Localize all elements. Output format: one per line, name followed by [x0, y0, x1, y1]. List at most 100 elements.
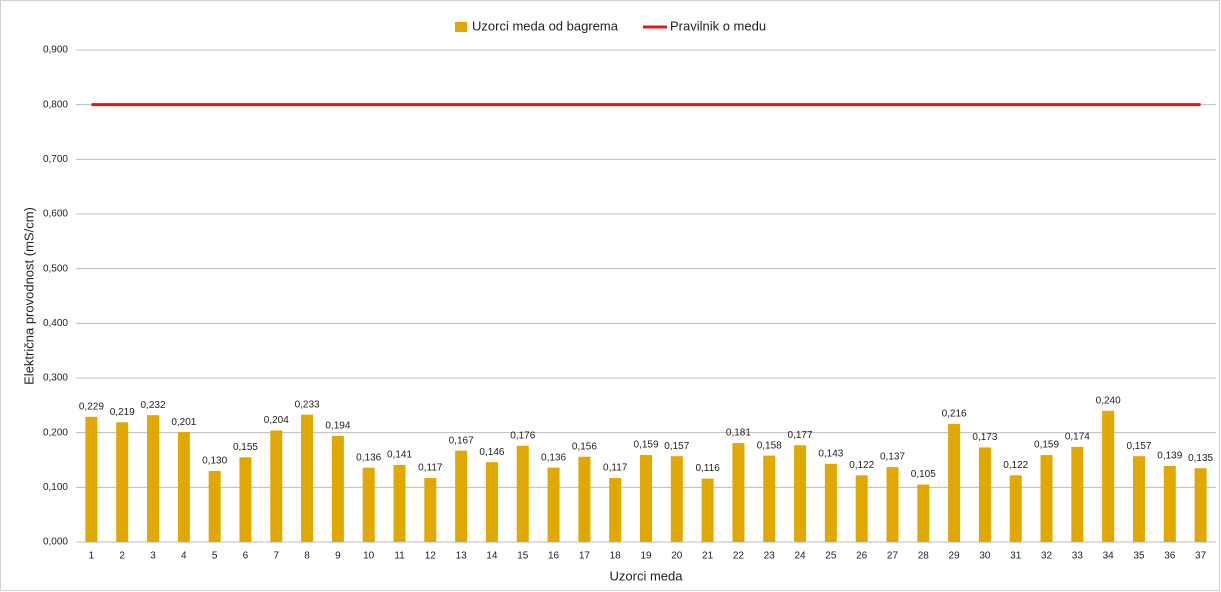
bar: [1102, 410, 1115, 542]
data-label: 0,216: [942, 409, 967, 420]
x-tick-label: 6: [243, 551, 249, 562]
x-tick-label: 18: [610, 551, 622, 562]
x-tick-label: 30: [979, 551, 991, 562]
x-tick-label: 15: [517, 551, 529, 562]
x-tick-label: 23: [764, 551, 776, 562]
data-label: 0,158: [757, 440, 782, 451]
bar: [640, 455, 652, 542]
data-label: 0,117: [418, 463, 443, 474]
y-tick-label: 0,600: [43, 209, 68, 220]
x-tick-label: 2: [119, 551, 125, 562]
data-label: 0,122: [849, 460, 874, 471]
x-tick-label: 21: [702, 551, 714, 562]
y-tick-label: 0,100: [43, 482, 68, 493]
bar: [301, 414, 314, 542]
bar: [824, 463, 837, 542]
y-tick-label: 0,400: [43, 318, 68, 329]
bar: [1194, 468, 1207, 542]
x-tick-label: 4: [181, 551, 187, 562]
x-tick-label: 9: [335, 551, 341, 562]
data-label: 0,157: [1126, 441, 1151, 452]
bar: [1163, 466, 1176, 542]
data-label: 0,156: [572, 441, 597, 452]
bar: [794, 445, 807, 542]
x-tick-label: 7: [273, 551, 279, 562]
y-tick-label: 0,800: [43, 99, 68, 110]
data-label: 0,117: [603, 463, 628, 474]
data-label: 0,201: [171, 417, 196, 428]
data-label: 0,174: [1065, 432, 1090, 443]
x-tick-label: 20: [671, 551, 683, 562]
bar: [239, 457, 252, 542]
data-label: 0,141: [387, 450, 412, 461]
data-label: 0,130: [202, 456, 227, 467]
data-label: 0,157: [664, 441, 689, 452]
x-tick-label: 14: [486, 551, 498, 562]
x-tick-label: 19: [640, 551, 652, 562]
bar: [485, 462, 498, 542]
bar: [701, 478, 714, 542]
data-label: 0,240: [1096, 395, 1121, 406]
x-tick-label: 1: [89, 551, 95, 562]
y-tick-label: 0,000: [43, 537, 68, 548]
data-label: 0,136: [541, 452, 566, 463]
data-label: 0,122: [1003, 460, 1028, 471]
data-label: 0,173: [972, 432, 997, 443]
bar: [609, 478, 622, 542]
x-tick-label: 13: [456, 551, 468, 562]
x-tick-label: 31: [1010, 551, 1022, 562]
data-label: 0,139: [1157, 451, 1182, 462]
data-label: 0,204: [264, 415, 289, 426]
x-tick-label: 36: [1164, 551, 1176, 562]
data-label: 0,159: [1034, 440, 1059, 451]
legend-label: Pravilnik o medu: [670, 18, 766, 33]
bar: [393, 464, 406, 542]
data-label: 0,105: [911, 469, 936, 480]
x-tick-label: 22: [733, 551, 745, 562]
x-tick-label: 8: [304, 551, 310, 562]
data-label: 0,167: [449, 435, 474, 446]
bar: [547, 467, 560, 542]
data-label: 0,146: [479, 447, 504, 458]
bar: [424, 478, 437, 542]
legend-swatch: [455, 22, 467, 32]
bar: [270, 430, 283, 542]
x-axis-title: Uzorci meda: [610, 568, 684, 583]
data-label: 0,136: [356, 452, 381, 463]
x-tick-label: 37: [1195, 551, 1207, 562]
x-tick-label: 28: [918, 551, 930, 562]
x-tick-label: 3: [150, 551, 156, 562]
data-label: 0,116: [695, 463, 720, 474]
bar: [670, 456, 683, 542]
bar: [177, 432, 190, 542]
x-tick-label: 16: [548, 551, 560, 562]
y-axis-title: Električna provodnost (mS/cm): [21, 207, 36, 385]
data-label: 0,155: [233, 442, 258, 453]
data-label: 0,229: [79, 401, 104, 412]
bar: [948, 423, 961, 542]
bar: [732, 443, 745, 542]
y-tick-label: 0,200: [43, 427, 68, 438]
bar: [208, 470, 221, 542]
bar: [85, 416, 98, 542]
bar: [855, 475, 868, 542]
data-label: 0,135: [1188, 453, 1213, 464]
x-tick-label: 11: [394, 551, 405, 562]
bar: [1071, 446, 1084, 542]
y-tick-label: 0,300: [43, 373, 68, 384]
bar: [1132, 456, 1145, 542]
bar: [1040, 455, 1053, 542]
data-label: 0,137: [880, 452, 905, 463]
x-tick-label: 35: [1133, 551, 1145, 562]
bar: [917, 484, 930, 542]
bar: [116, 422, 129, 542]
data-label: 0,176: [510, 430, 535, 441]
y-tick-label: 0,700: [43, 154, 68, 165]
y-tick-label: 0,900: [43, 45, 68, 56]
data-label: 0,177: [788, 430, 813, 441]
x-tick-label: 25: [825, 551, 837, 562]
bar: [978, 447, 991, 542]
x-tick-label: 12: [425, 551, 437, 562]
bar: [516, 445, 529, 542]
